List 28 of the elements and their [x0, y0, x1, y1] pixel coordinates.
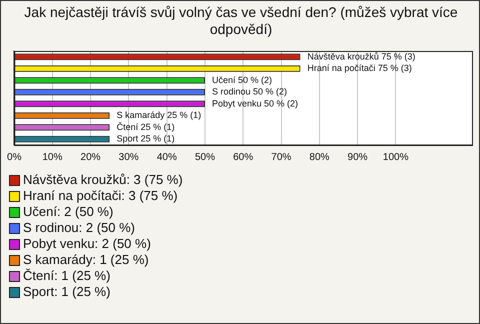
text: Návštěva kroužků: 3 (75 %): [23, 172, 183, 188]
category-label: Hraní na počítači 75 % (3): [307, 63, 412, 74]
x-tick-label: 100%: [382, 152, 409, 163]
category-label: Sport 25 % (1): [116, 134, 175, 144]
x-tick-label: 80%: [309, 152, 330, 163]
x-tick-label: 30%: [118, 152, 139, 163]
category-label: S rodinou 50 % (2): [212, 86, 288, 97]
category-label: Čtení 25 % (1): [116, 122, 175, 132]
category-label: Pobyt venku 50 % (2): [212, 98, 298, 108]
category-label: Učení 50 % (2): [212, 74, 272, 85]
text: S kamarády: 1 (25 %): [23, 252, 149, 268]
text: Čtení: 1 (25 %): [23, 268, 110, 284]
text: Hraní na počítači: 3 (75 %): [23, 188, 178, 204]
x-tick-label: 60%: [233, 152, 254, 163]
x-tick-label: 90%: [348, 152, 368, 163]
x-tick-label: 20%: [80, 152, 101, 163]
chart-title: Jak nejčastěji trávíš svůj volný čas ve všední den? (můžeš vybrat více odpovědí): [23, 4, 459, 38]
category-label: S kamarády 25 % (1): [116, 110, 202, 120]
text: Pobyt venku: 2 (50 %): [23, 236, 151, 252]
text: S rodinou: 2 (50 %): [23, 220, 136, 236]
x-tick-label: 70%: [271, 152, 292, 163]
category-label: Návštěva kroužků 75 % (3): [307, 51, 416, 62]
x-tick-label: 10%: [42, 152, 62, 163]
text: Učení: 2 (50 %): [23, 204, 114, 220]
text: Sport: 1 (25 %): [23, 284, 110, 300]
x-tick-label: 50%: [194, 152, 216, 163]
x-tick-label: 0%: [7, 152, 22, 163]
x-tick-label: 40%: [156, 152, 177, 163]
